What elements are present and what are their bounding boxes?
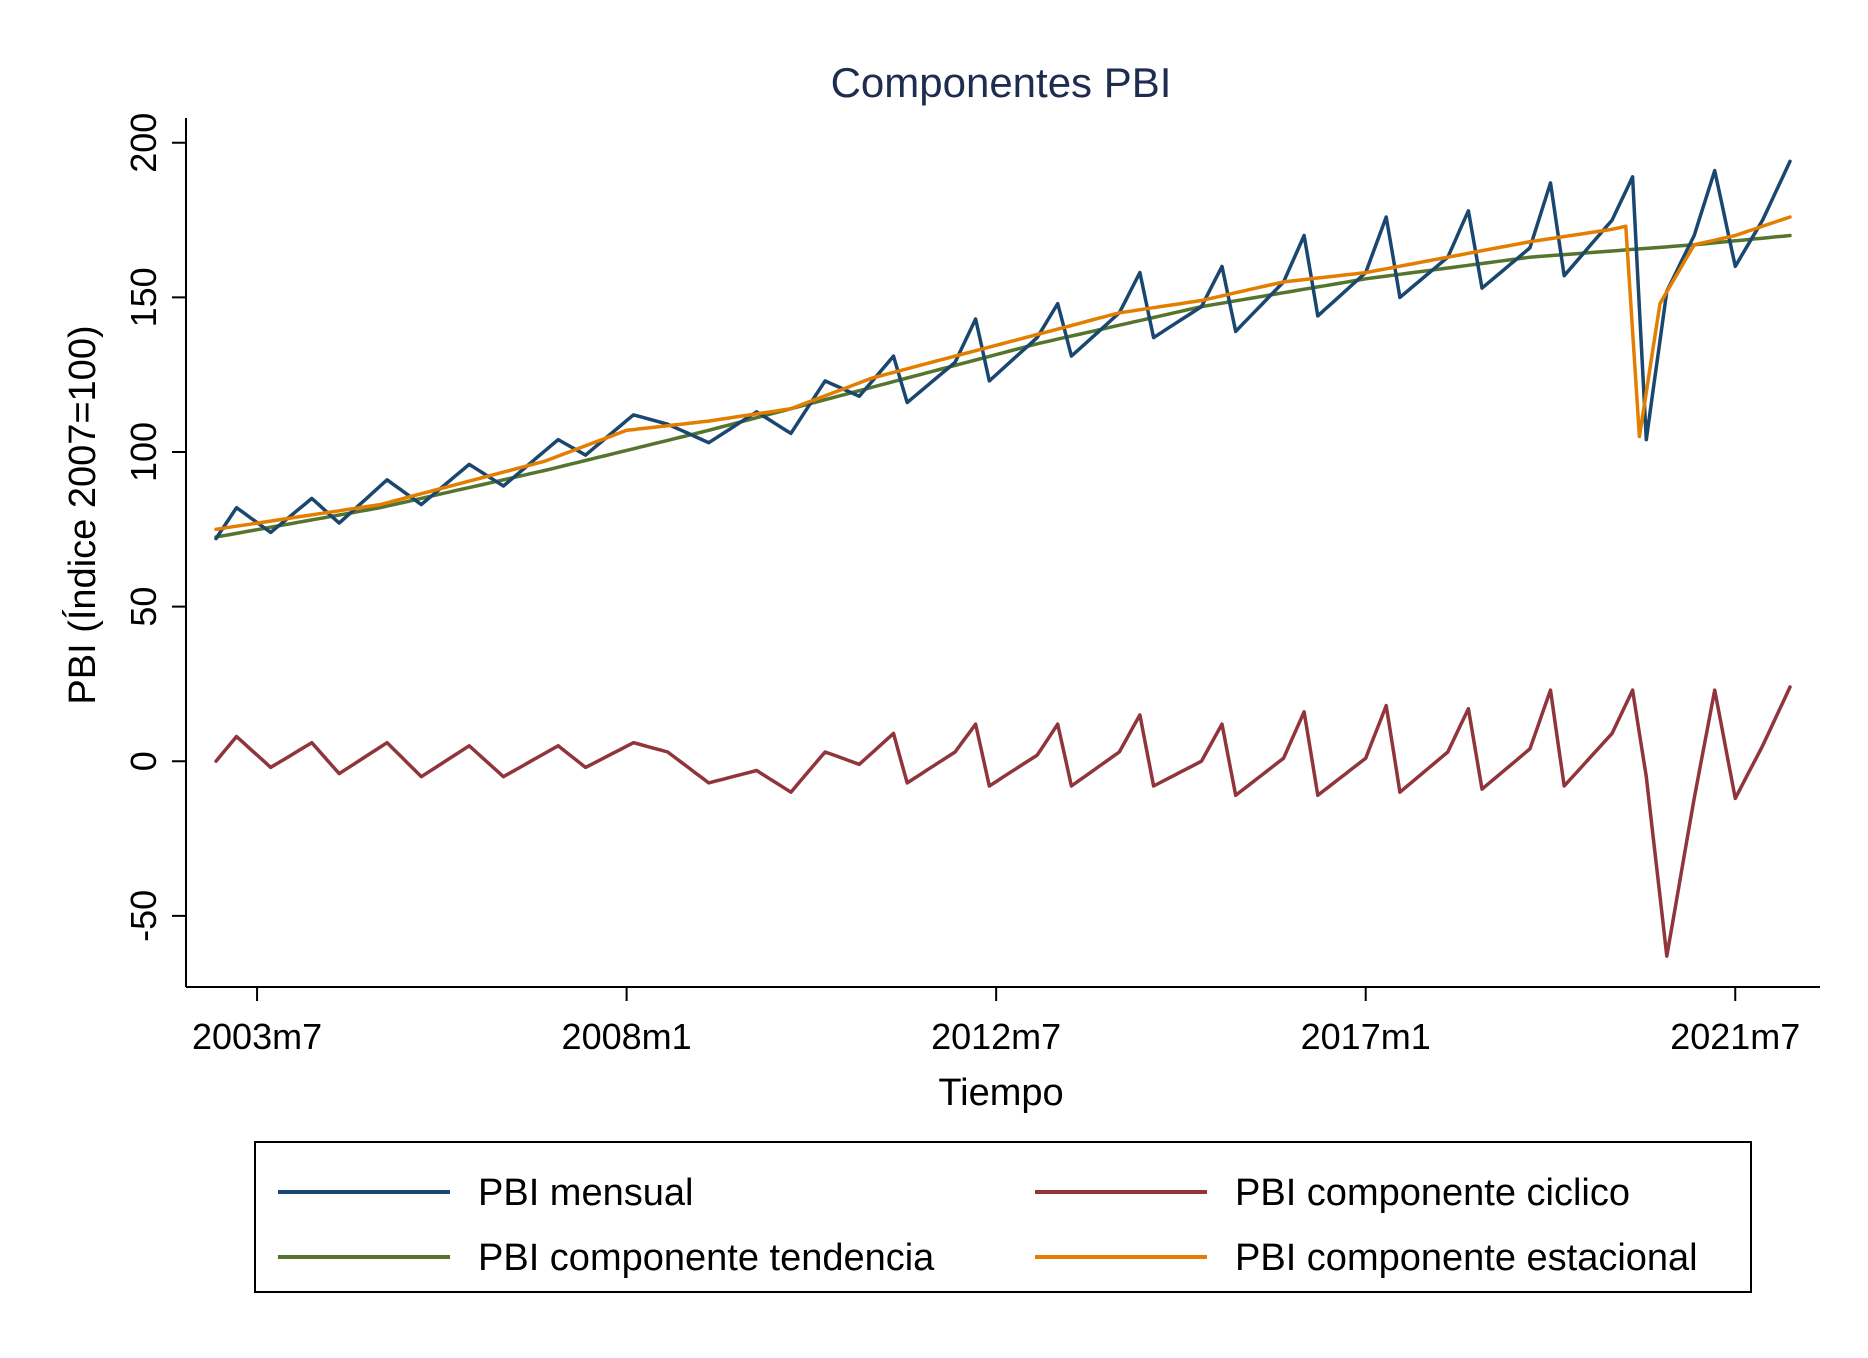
x-tick-label: 2021m7 (1670, 1016, 1800, 1057)
x-tick-label: 2012m7 (931, 1016, 1061, 1057)
plot-area (214, 159, 1792, 958)
legend: PBI mensual PBI componente ciclico PBI com… (254, 1141, 1752, 1293)
legend-label: PBI mensual (478, 1172, 693, 1214)
series-line-pbi-componente-ciclico (214, 685, 1792, 958)
x-axis-title: Tiempo (938, 1072, 1063, 1114)
y-axis-title: PBI (Índice 2007=100) (61, 325, 104, 704)
legend-label: PBI componente ciclico (1235, 1172, 1630, 1214)
chart-title: Componentes PBI (831, 59, 1172, 106)
legend-label: PBI componente tendencia (478, 1237, 935, 1279)
y-tick-label: 100 (123, 422, 164, 482)
x-axis-ticks: 2003m7 2008m1 2012m7 2017m1 2021m7 (192, 987, 1800, 1057)
series-line-pbi-componente-estacional (214, 215, 1792, 532)
legend-label: PBI componente estacional (1235, 1237, 1698, 1279)
x-tick-label: 2003m7 (192, 1016, 322, 1057)
x-tick-label: 2008m1 (562, 1016, 692, 1057)
series-line-pbi-componente-tendencia (214, 233, 1792, 539)
series-line-pbi-mensual (214, 159, 1792, 541)
y-tick-label: -50 (123, 890, 164, 942)
legend-box (254, 1141, 1752, 1293)
y-tick-label: 0 (123, 751, 164, 771)
y-axis-ticks: -50 0 50 100 150 200 (123, 113, 186, 942)
x-tick-label: 2017m1 (1301, 1016, 1431, 1057)
y-tick-label: 150 (123, 267, 164, 327)
y-tick-label: 50 (123, 587, 164, 627)
y-tick-label: 200 (123, 113, 164, 173)
